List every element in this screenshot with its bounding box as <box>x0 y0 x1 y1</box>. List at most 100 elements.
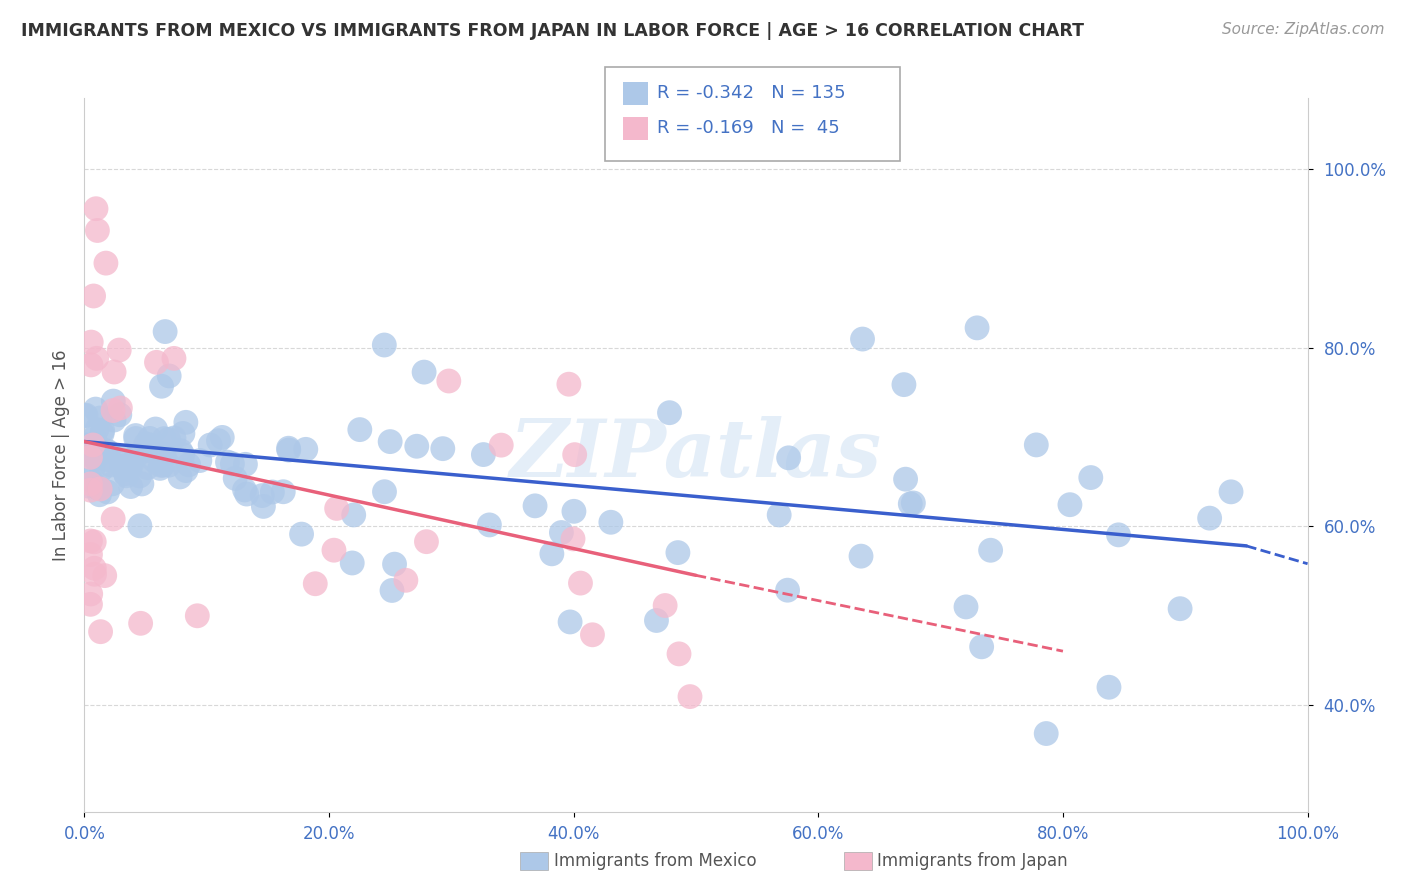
Point <box>84 202 107 216</box>
Point <box>1035 726 1057 740</box>
Point <box>108 343 131 357</box>
Point <box>82 463 104 477</box>
Point <box>581 628 603 642</box>
Point <box>83 567 105 582</box>
Point <box>221 457 243 471</box>
Point <box>86 423 108 437</box>
Point <box>79 477 101 491</box>
Point <box>174 415 197 429</box>
Point <box>115 458 138 473</box>
Point <box>101 512 124 526</box>
Point <box>478 517 501 532</box>
Point <box>550 525 572 540</box>
Point <box>342 556 364 570</box>
Point <box>654 599 676 613</box>
Point <box>150 453 173 467</box>
Point <box>163 431 186 445</box>
Point <box>108 408 131 422</box>
Point <box>80 587 103 601</box>
Point <box>491 438 513 452</box>
Point <box>79 548 101 562</box>
Point <box>157 368 180 383</box>
Point <box>138 431 160 445</box>
Point <box>75 408 97 422</box>
Point <box>111 459 134 474</box>
Point <box>101 403 124 417</box>
Point <box>157 433 180 447</box>
Point <box>86 442 108 456</box>
Point <box>87 481 110 495</box>
Point <box>73 409 96 423</box>
Point <box>980 543 1002 558</box>
Point <box>174 464 197 478</box>
Point <box>79 483 101 497</box>
Text: Immigrants from Japan: Immigrants from Japan <box>877 852 1069 870</box>
Point <box>405 439 427 453</box>
Point <box>93 568 115 582</box>
Point <box>86 223 108 237</box>
Point <box>97 452 120 467</box>
Point <box>125 432 148 446</box>
Point <box>668 647 690 661</box>
Point <box>83 534 105 549</box>
Point <box>970 640 993 654</box>
Point <box>89 488 111 502</box>
Point <box>80 335 103 350</box>
Point <box>373 484 395 499</box>
Point <box>82 438 104 452</box>
Point <box>679 690 702 704</box>
Point <box>211 430 233 444</box>
Point <box>233 483 256 497</box>
Point <box>235 458 257 472</box>
Point <box>776 583 799 598</box>
Point <box>235 487 257 501</box>
Point <box>1080 470 1102 484</box>
Point <box>169 470 191 484</box>
Point <box>110 401 132 415</box>
Point <box>115 453 138 467</box>
Text: R = -0.342   N = 135: R = -0.342 N = 135 <box>657 84 845 102</box>
Point <box>150 379 173 393</box>
Point <box>163 351 186 366</box>
Point <box>79 597 101 611</box>
Point <box>76 479 98 493</box>
Point <box>79 533 101 548</box>
Point <box>381 583 404 598</box>
Point <box>100 458 122 472</box>
Point <box>1198 511 1220 525</box>
Point <box>373 338 395 352</box>
Point <box>224 471 246 485</box>
Y-axis label: In Labor Force | Age > 16: In Labor Force | Age > 16 <box>52 349 70 561</box>
Point <box>75 438 97 452</box>
Point <box>325 501 347 516</box>
Point <box>1098 680 1121 694</box>
Point <box>955 599 977 614</box>
Point <box>666 546 689 560</box>
Point <box>217 455 239 469</box>
Point <box>645 614 668 628</box>
Point <box>101 476 124 491</box>
Point <box>250 489 273 503</box>
Point <box>851 332 873 346</box>
Point <box>524 499 547 513</box>
Point <box>898 497 921 511</box>
Point <box>778 450 800 465</box>
Point <box>83 289 105 303</box>
Point <box>349 423 371 437</box>
Point <box>558 615 581 629</box>
Point <box>131 477 153 491</box>
Point <box>152 458 174 472</box>
Point <box>103 394 125 409</box>
Point <box>142 452 165 467</box>
Point <box>114 467 136 481</box>
Point <box>562 504 585 518</box>
Text: IMMIGRANTS FROM MEXICO VS IMMIGRANTS FROM JAPAN IN LABOR FORCE | AGE > 16 CORREL: IMMIGRANTS FROM MEXICO VS IMMIGRANTS FRO… <box>21 22 1084 40</box>
Point <box>91 426 114 441</box>
Point <box>207 434 229 448</box>
Point <box>277 443 299 458</box>
Point <box>152 447 174 461</box>
Point <box>290 527 312 541</box>
Text: R = -0.169   N =  45: R = -0.169 N = 45 <box>657 119 839 136</box>
Point <box>157 458 180 472</box>
Point <box>136 460 159 475</box>
